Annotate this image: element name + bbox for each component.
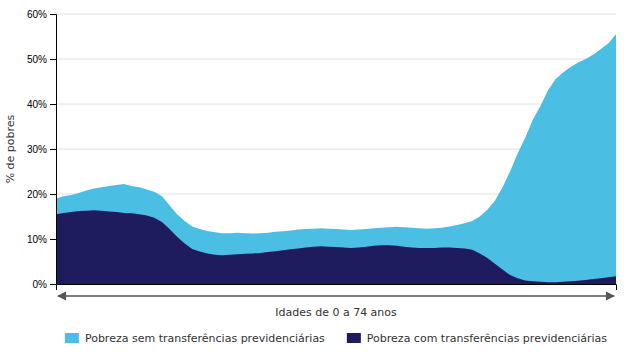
- y-tick-mark: [50, 194, 56, 195]
- chart-svg: 0% 10% 20% 30% 40% 50% 60% % de pobres Idades de…: [0, 0, 632, 364]
- area: [56, 34, 616, 284]
- y-tick-mark: [50, 284, 56, 285]
- y-tick-mark: [50, 59, 56, 60]
- area: [56, 210, 616, 284]
- y-axis-line: [50, 15, 57, 285]
- y-tick: 10%: [27, 234, 56, 245]
- x-label: Idades de 0 a 74 anos: [275, 306, 397, 319]
- y-tick-label: 60%: [27, 9, 47, 20]
- y-tick-label: 30%: [27, 144, 47, 155]
- y-tick-label: 0%: [33, 279, 48, 290]
- age-arrow: [58, 295, 614, 296]
- y-tick: 30%: [27, 144, 56, 155]
- plot: 0% 10% 20% 30% 40% 50% 60% % de pobres Idades de…: [4, 9, 617, 319]
- chart-container: 0% 10% 20% 30% 40% 50% 60% % de pobres Idades de…: [0, 0, 632, 364]
- legend-item: Pobreza com transferências previdenciári…: [347, 332, 607, 345]
- y-tick-label: 40%: [27, 99, 47, 110]
- y-label: % de pobres: [4, 114, 17, 183]
- legend-label: Pobreza com transferências previdenciári…: [367, 332, 607, 345]
- y-tick-label: 10%: [27, 234, 47, 245]
- grid-line: [56, 104, 616, 105]
- y-tick-label: 20%: [27, 189, 47, 200]
- x-axis: [57, 285, 617, 291]
- grid-line: [56, 59, 616, 60]
- y-axis: 0% 10% 20% 30% 40% 50% 60%: [27, 9, 57, 290]
- y-tick-mark: [50, 149, 56, 150]
- y-tick: 60%: [27, 9, 56, 20]
- legend-swatch: [65, 333, 79, 343]
- legend: Pobreza sem transferências previdenciári…: [65, 332, 607, 345]
- y-tick: 0%: [33, 279, 56, 290]
- y-tick: 40%: [27, 99, 56, 110]
- y-tick-label: 50%: [27, 54, 47, 65]
- grid: [56, 14, 616, 284]
- y-tick-mark: [50, 239, 56, 240]
- legend-label: Pobreza sem transferências previdenciári…: [85, 332, 325, 345]
- x-axis-line: [57, 285, 617, 291]
- grid-line: [56, 14, 616, 15]
- legend-swatch: [347, 333, 361, 343]
- y-tick-mark: [50, 14, 56, 15]
- legend-item: Pobreza sem transferências previdenciári…: [65, 332, 325, 345]
- y-tick-mark: [50, 104, 56, 105]
- y-tick: 50%: [27, 54, 56, 65]
- areas: [56, 34, 616, 284]
- y-tick: 20%: [27, 189, 56, 200]
